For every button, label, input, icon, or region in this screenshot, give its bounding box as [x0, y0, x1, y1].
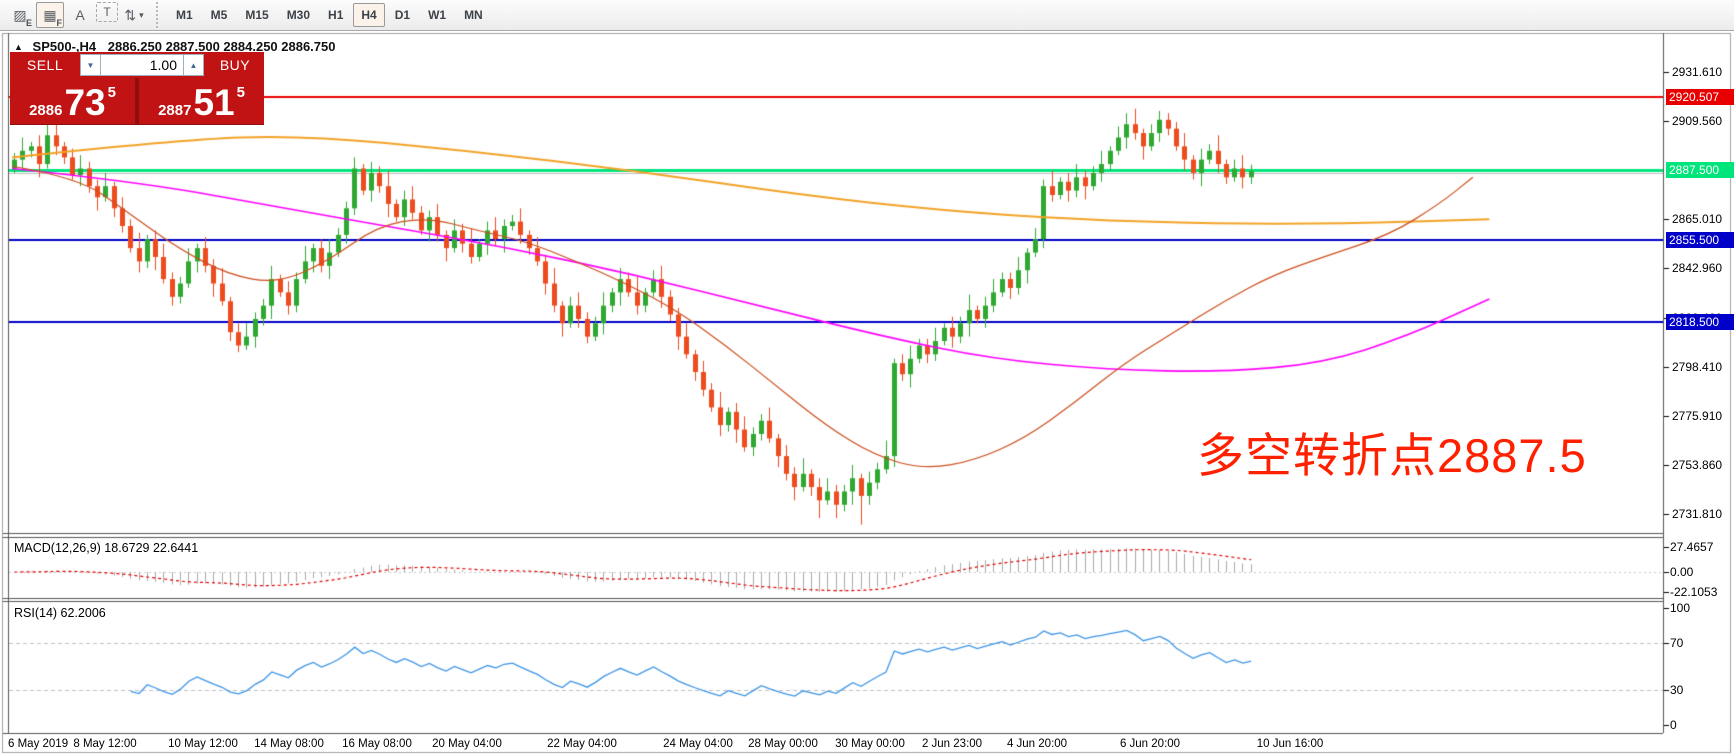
chart-title: ▲ SP500-,H4 2886.250 2887.500 2884.250 2…: [14, 39, 336, 54]
time-label: 10 Jun 16:00: [1256, 738, 1324, 750]
text-label-tool-icon[interactable]: A: [75, 7, 85, 23]
buy-price-sup: 5: [236, 84, 245, 101]
trade-widget-top-row: SELL ▼ ▲ BUY: [10, 52, 264, 78]
buy-price-main: 2887: [158, 102, 192, 119]
time-label: 22 May 04:00: [547, 738, 617, 750]
price-tick: 2842.960: [1672, 261, 1723, 276]
timeframe-group: M1 M5 M15 M30 H1 H4 D1 W1 MN: [167, 3, 492, 27]
macd-tick: 0.00: [1670, 565, 1694, 579]
time-label: 6 Jun 20:00: [1119, 738, 1181, 750]
time-label: 14 May 08:00: [254, 738, 324, 750]
price-line-tag: 2920.507: [1666, 88, 1734, 105]
volume-stepper: ▼ ▲: [80, 54, 204, 76]
rsi-tick: 30: [1670, 682, 1684, 697]
rsi-tick: 0: [1670, 718, 1677, 732]
sell-price-panel[interactable]: 2886 73 5: [10, 78, 135, 124]
price-line-tag: 2818.500: [1666, 314, 1734, 331]
grid-f-icon[interactable]: ▦ F: [36, 2, 64, 28]
chart-annotation-text: 多空转折点2887.5: [1197, 429, 1587, 482]
tool-icon-group: ▨ E ▦ F A T ⇅ ▾: [6, 2, 150, 28]
price-tick: 2775.910: [1672, 409, 1723, 424]
macd-label: MACD(12,26,9) 18.6729 22.6441: [14, 541, 199, 555]
rsi-tick: 70: [1670, 636, 1684, 651]
time-label: 2 Jun 23:00: [921, 738, 983, 750]
time-label: 10 May 12:00: [168, 738, 238, 750]
macd-tick: -22.1053: [1670, 585, 1718, 600]
text-box-tool-icon[interactable]: T: [96, 2, 118, 22]
time-label: 16 May 08:00: [342, 738, 412, 750]
timeframe-button-m1[interactable]: M1: [176, 8, 193, 22]
buy-button[interactable]: BUY: [219, 57, 251, 73]
timeframe-button-h4[interactable]: H4: [353, 3, 385, 27]
sell-price-main: 2886: [29, 102, 63, 119]
toolbar: ▨ E ▦ F A T ⇅ ▾ M1 M5 M15 M30 H1 H4 D1 W1 MN: [0, 0, 1734, 31]
time-label: 24 May 04:00: [663, 738, 733, 750]
price-tick: 2931.610: [1672, 65, 1723, 79]
trade-widget-prices: 2886 73 5 2887 51 5: [10, 78, 264, 124]
volume-increase-button[interactable]: ▲: [183, 54, 204, 76]
symbol-period-label: SP500-,H4: [32, 39, 97, 54]
ohlc-values: 2886.250 2887.500 2884.250 2886.750: [107, 39, 336, 54]
timeframe-button-m30[interactable]: M30: [286, 8, 311, 22]
rsi-tick: 100: [1670, 601, 1691, 615]
time-label: 8 May 12:00: [73, 738, 137, 750]
timeframe-button-h1[interactable]: H1: [328, 8, 344, 22]
buy-price-big: 51: [193, 81, 235, 123]
price-tick: 2909.560: [1672, 113, 1723, 128]
price-tick: 2798.410: [1672, 359, 1723, 374]
timeframe-button-d1[interactable]: D1: [394, 8, 411, 22]
toolbar-separator: [156, 2, 159, 28]
sell-price-big: 73: [64, 81, 106, 123]
price-tick: 2753.860: [1672, 458, 1723, 473]
collapse-arrow-icon[interactable]: ▲: [14, 42, 23, 52]
timeframe-button-m5[interactable]: M5: [210, 8, 228, 22]
time-label: 30 May 00:00: [835, 738, 905, 750]
timeframe-button-w1[interactable]: W1: [428, 8, 447, 22]
price-tick: 2865.010: [1672, 212, 1723, 227]
price-tick: 2731.810: [1672, 507, 1723, 522]
timeframe-button-m15[interactable]: M15: [245, 8, 269, 22]
sell-button[interactable]: SELL: [26, 57, 64, 73]
buy-price-panel[interactable]: 2887 51 5: [139, 78, 264, 124]
price-line-tag: 2855.500: [1666, 232, 1734, 249]
time-label: 4 Jun 20:00: [1006, 738, 1068, 750]
macd-tick: 27.4657: [1670, 540, 1714, 554]
expert-advisor-icon[interactable]: ▨ E: [13, 6, 32, 29]
price-line-tag: 2887.500: [1666, 161, 1734, 178]
volume-input[interactable]: [101, 54, 183, 76]
time-label: 6 May 2019: [8, 738, 69, 750]
arrow-tools-dropdown-icon[interactable]: ⇅ ▾: [124, 6, 144, 23]
one-click-trading-widget: SELL ▼ ▲ BUY 2886 73 5 2887 51 5: [10, 52, 264, 124]
time-label: 20 May 04:00: [432, 738, 502, 750]
sell-price-sup: 5: [107, 84, 116, 101]
volume-decrease-button[interactable]: ▼: [80, 54, 101, 76]
price-divider: [135, 78, 139, 124]
rsi-label: RSI(14) 62.2006: [14, 606, 106, 620]
time-label: 28 May 00:00: [748, 738, 818, 750]
timeframe-button-mn[interactable]: MN: [464, 8, 483, 22]
